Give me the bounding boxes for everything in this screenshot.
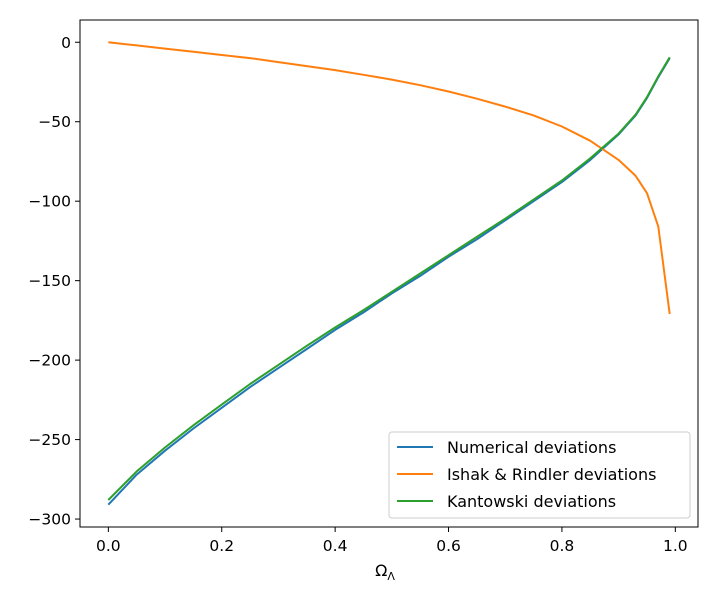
y-tick-label: −50 [38, 113, 71, 131]
legend-label: Ishak & Rindler deviations [447, 465, 656, 484]
x-tick-label: 1.0 [663, 537, 688, 555]
legend: Numerical deviations Ishak & Rindler devi… [388, 431, 691, 519]
y-tick-label: 0 [61, 34, 71, 52]
y-tick-label: −150 [28, 272, 71, 290]
y-tick-label: −100 [28, 193, 71, 211]
y-tick-label: −300 [28, 511, 71, 529]
y-tick-label: −200 [28, 352, 71, 370]
x-axis-label: ΩΛ [375, 561, 395, 583]
x-tick-label: 0.8 [550, 537, 575, 555]
axes-frame [79, 19, 699, 528]
x-tick-label: 0.0 [96, 537, 121, 555]
legend-box [388, 431, 691, 519]
series-line-1 [108, 41, 671, 315]
plot-area [107, 41, 671, 506]
y-tick-label: −250 [28, 431, 71, 449]
x-tick-label: 0.4 [323, 537, 348, 555]
legend-label: Kantowski deviations [447, 492, 616, 511]
series-line-2 [107, 56, 671, 501]
x-tick-label: 0.2 [209, 537, 234, 555]
x-tick-label: 0.6 [436, 537, 461, 555]
legend-label: Numerical deviations [447, 438, 616, 457]
axis-ticks: 0.0 0.2 0.4 0.6 0.8 1.0 0 −50 −100 −150 −200 −250 −3… [28, 34, 687, 555]
